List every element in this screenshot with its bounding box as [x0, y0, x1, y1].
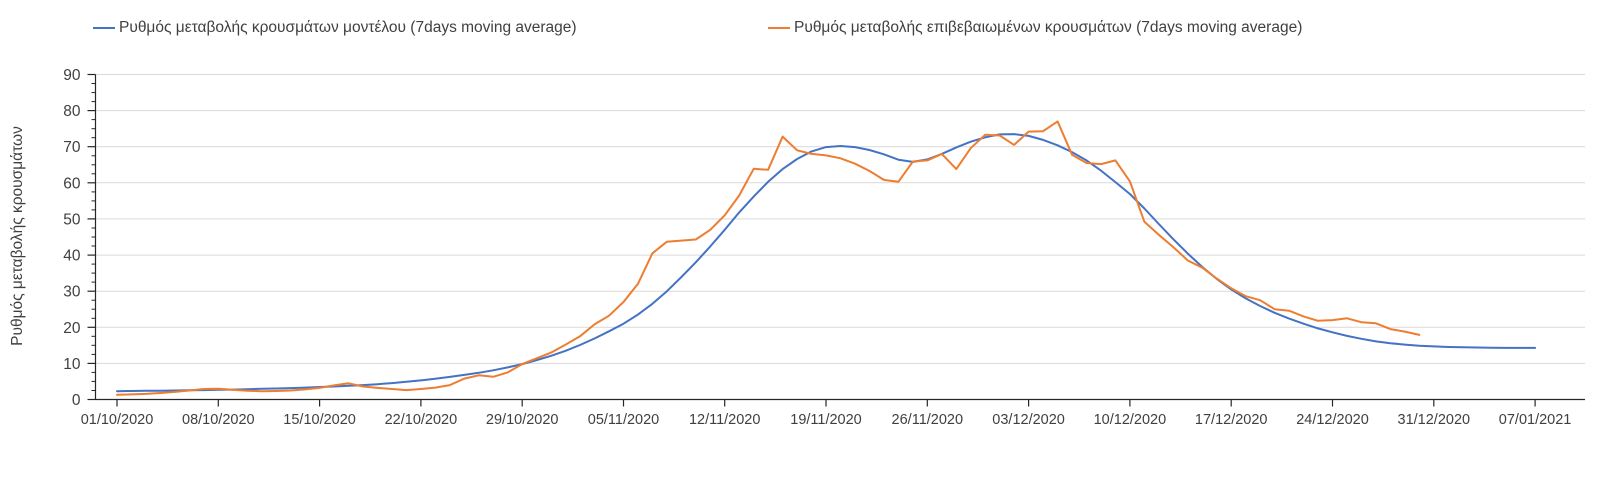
y-tick-label: 40: [63, 248, 81, 265]
x-tick-label: 12/11/2020: [689, 412, 761, 428]
y-tick-label: 10: [63, 356, 81, 373]
y-tick-label: 60: [63, 175, 81, 192]
x-tick-label: 31/12/2020: [1398, 412, 1471, 428]
series-line-model: [116, 133, 1537, 393]
legend-item-model: Ρυθμός μεταβολής κρουσμάτων μοντέλου (7d…: [93, 17, 577, 39]
x-tick-label: 26/11/2020: [892, 412, 964, 428]
x-tick-label: 24/12/2020: [1296, 412, 1369, 428]
x-tick-label: 07/01/2021: [1499, 412, 1572, 428]
legend-item-confirmed: Ρυθμός μεταβολής επιβεβαιωμένων κρουσμάτ…: [768, 17, 1302, 39]
x-tick-label: 10/12/2020: [1094, 412, 1167, 428]
y-tick-label: 0: [72, 392, 81, 409]
y-tick-label: 50: [63, 211, 81, 228]
x-tick-label: 29/10/2020: [486, 412, 559, 428]
series-line-confirmed: [116, 120, 1421, 396]
x-tick-label: 17/12/2020: [1195, 412, 1268, 428]
legend-line-swatch-confirmed: [768, 27, 790, 29]
x-tick-label: 03/12/2020: [992, 412, 1065, 428]
y-tick-label: 90: [63, 67, 81, 84]
x-tick-label: 22/10/2020: [385, 412, 458, 428]
x-tick-label: 15/10/2020: [283, 412, 356, 428]
x-tick-label: 19/11/2020: [790, 412, 862, 428]
y-tick-label: 30: [63, 284, 81, 301]
legend-line-swatch-model: [93, 27, 115, 29]
x-tick-label: 08/10/2020: [182, 412, 255, 428]
x-tick-label: 01/10/2020: [81, 412, 154, 428]
legend-label-model: Ρυθμός μεταβολής κρουσμάτων μοντέλου (7d…: [119, 19, 577, 36]
x-tick-label: 05/11/2020: [588, 412, 660, 428]
legend-label-confirmed: Ρυθμός μεταβολής επιβεβαιωμένων κρουσμάτ…: [794, 19, 1303, 36]
y-tick-label: 80: [63, 103, 81, 120]
y-tick-label: 70: [63, 139, 81, 156]
y-tick-label: 20: [63, 320, 81, 337]
